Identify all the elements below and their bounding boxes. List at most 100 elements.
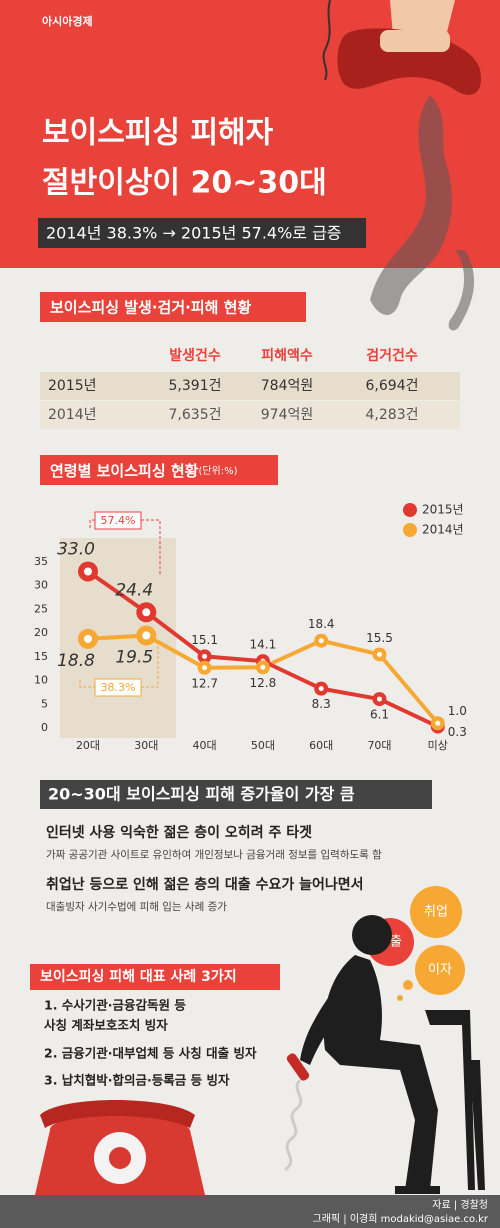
value-label: 8.3 [312, 697, 331, 711]
finding-head: 인터넷 사용 익숙한 젊은 층이 오히려 주 타겟 [46, 824, 312, 841]
point-inner [142, 608, 151, 617]
value-label: 12.8 [250, 676, 277, 690]
annotation-bracket [89, 519, 161, 575]
legend-marker [403, 523, 417, 537]
x-tick-label: 미상 [428, 739, 448, 752]
point-inner [202, 653, 208, 659]
point-inner [84, 634, 92, 643]
value-label: 18.4 [308, 617, 335, 631]
bubble-label: 취업 [424, 905, 448, 920]
value-label: 15.1 [191, 633, 218, 647]
value-label: 33.0 [57, 539, 95, 559]
value-label: 0.3 [448, 725, 467, 739]
finding-head: 취업난 등으로 인해 젊은 층의 대출 수요가 늘어나면서 [46, 876, 363, 893]
bubble [410, 886, 462, 938]
chart-unit: (단위:%) [198, 464, 237, 477]
annotation-box [94, 678, 142, 697]
summary: 2014년 38.3% → 2015년 57.4%로 급증 [46, 224, 342, 243]
finding-detail: 가짜 공공기관 사이트로 유인하여 개인정보나 금융거래 정보를 입력하도록 함 [46, 848, 382, 861]
section-label: 보이스피싱 피해 대표 사례 3가지 [40, 968, 237, 985]
chart-title: 연령별 보이스피싱 현황(단위:%) [50, 462, 238, 480]
cell: 974억원 [261, 407, 313, 423]
y-tick-label: 15 [34, 650, 48, 663]
table-row [40, 401, 460, 429]
section-label-box [40, 455, 278, 485]
value-label: 1.0 [448, 704, 467, 718]
handset [286, 1053, 310, 1081]
value-label: 19.5 [115, 648, 153, 668]
bubble-label: 이자 [428, 963, 452, 978]
line-chart: 0 5 10 15 20 25 30 35 20대 30대 40대 50대 60대 70대 미상 2015년 2… [34, 503, 467, 753]
column-header: 검거건수 [366, 347, 418, 364]
cell: 7,635건 [169, 407, 222, 423]
annotation-box [94, 511, 142, 530]
x-tick-label: 30대 [134, 739, 158, 752]
chart-title-text: 연령별 보이스피싱 현황 [50, 462, 199, 480]
finding-detail: 대출빙자 사기수법에 피해 입는 사례 증가 [46, 900, 227, 913]
thought-dot [403, 980, 413, 990]
value-label: 18.8 [57, 651, 95, 671]
y-tick-label: 30 [34, 579, 48, 592]
value-label: 14.1 [250, 638, 277, 652]
section-label-box [40, 780, 432, 809]
cell: 6,694건 [366, 378, 419, 394]
y-tick-label: 0 [41, 721, 48, 734]
annotation: 57.4% [101, 514, 136, 527]
legend-label: 2015년 [422, 503, 464, 517]
x-tick-label: 50대 [251, 739, 275, 752]
column-header: 피해액수 [261, 347, 313, 364]
x-tick-label: 70대 [367, 739, 391, 752]
point-inner [377, 651, 382, 657]
y-tick-label: 5 [41, 697, 48, 710]
point-inner [377, 696, 382, 702]
title-line: 절반이상이 20~30대 [42, 166, 327, 201]
y-tick-label: 25 [34, 602, 48, 615]
annotation: 38.3% [101, 681, 136, 694]
summary-box [38, 218, 366, 248]
cell: 2014년 [48, 407, 97, 423]
y-tick-label: 20 [34, 626, 48, 639]
legend-label: 2014년 [422, 523, 464, 537]
value-label: 12.7 [191, 676, 218, 690]
case-item: 2. 금융기관·대부업체 등 사칭 대출 빙자 [44, 1046, 257, 1061]
x-tick-label: 20대 [76, 739, 100, 752]
point-inner [318, 638, 324, 644]
section-label-box [40, 292, 306, 322]
logo: 아시아경제 [42, 14, 93, 28]
point-inner [202, 665, 208, 671]
bubble [415, 945, 465, 995]
x-tick-label: 60대 [309, 739, 333, 752]
section-label-box [30, 964, 280, 990]
x-tick-label: 40대 [193, 739, 217, 752]
source: 자료 | 경찰청 [432, 1198, 488, 1211]
column-header: 발생건수 [169, 347, 221, 364]
y-tick-label: 35 [34, 555, 48, 568]
annotation-bracket [79, 640, 159, 688]
value-label: 24.4 [115, 580, 153, 600]
receiver-illustration [322, 0, 481, 331]
case-item: 사칭 계좌보호조치 빙자 [44, 1018, 168, 1033]
phone-illustration [35, 1100, 205, 1195]
point-inner [435, 720, 441, 726]
phone-cord [284, 1078, 303, 1172]
thought-dot [397, 995, 403, 1001]
case-item: 1. 수사기관·금융감독원 등 [44, 998, 186, 1013]
case-item: 3. 납치협박·합의금·등록금 등 빙자 [44, 1073, 230, 1088]
point-inner [84, 567, 92, 576]
figure-illustration [300, 915, 485, 1194]
point-inner [260, 664, 266, 670]
cell: 5,391건 [169, 378, 222, 394]
y-tick-label: 10 [34, 674, 48, 687]
cell: 784억원 [261, 378, 313, 394]
footer-bar [0, 1195, 500, 1228]
cell: 4,283건 [366, 407, 419, 423]
legend-marker [403, 503, 417, 517]
title-line: 보이스피싱 피해자 [42, 116, 274, 151]
value-label: 15.5 [366, 631, 393, 645]
credit: 그래픽 | 이경희 modakid@asiae.co.kr [313, 1212, 489, 1225]
value-label: 6.1 [370, 708, 389, 722]
cell: 2015년 [48, 378, 97, 394]
section-label: 20~30대 보이스피싱 피해 증가율이 가장 큼 [48, 785, 355, 804]
